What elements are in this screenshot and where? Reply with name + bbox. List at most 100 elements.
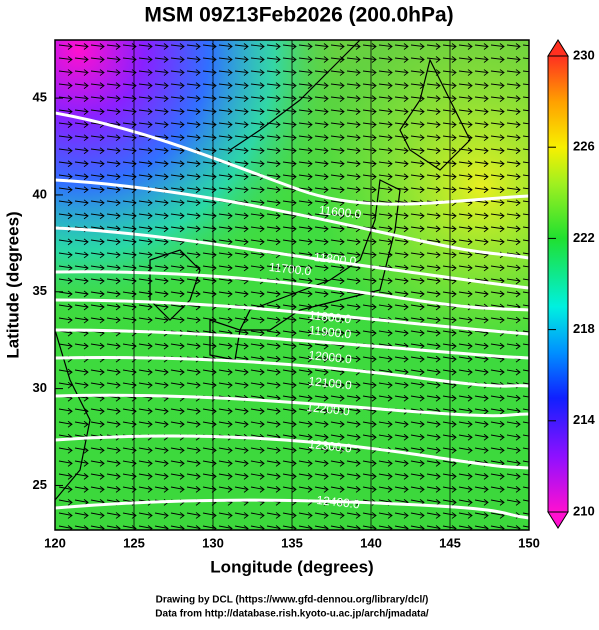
wind-arrow [314, 173, 329, 181]
x-tick-label: 140 [360, 535, 382, 550]
wind-arrow [378, 459, 393, 467]
wind-arrow [154, 407, 169, 415]
wind-arrow [522, 109, 529, 112]
wind-arrow [234, 486, 249, 493]
wind-arrow [490, 43, 505, 50]
wind-arrow [458, 329, 473, 337]
wind-arrow [346, 394, 361, 402]
wind-arrow [58, 446, 73, 454]
wind-arrow [442, 95, 457, 102]
wind-arrow [394, 251, 409, 259]
wind-arrow [58, 499, 73, 506]
colorbar-tick-label: 214 [573, 412, 595, 427]
wind-arrow [330, 134, 345, 142]
wind-arrow [410, 433, 425, 441]
wind-arrow [458, 69, 473, 76]
contour-label: 12000.0 [308, 348, 353, 366]
wind-arrow [330, 69, 345, 76]
wind-arrow [410, 420, 425, 428]
wind-arrow [522, 187, 529, 190]
wind-arrow [250, 160, 265, 168]
wind-arrow [218, 173, 233, 181]
wind-arrow [378, 82, 393, 89]
wind-arrow [458, 512, 473, 519]
wind-arrow [490, 134, 505, 142]
wind-arrow [266, 290, 281, 298]
wind-arrow [138, 212, 153, 220]
wind-arrow [426, 186, 441, 194]
wind-arrow [234, 459, 249, 467]
wind-arrow [106, 251, 121, 259]
wind-arrow [154, 290, 169, 298]
wind-arrow [522, 148, 529, 151]
wind-arrow [282, 512, 297, 519]
y-tick-label: 40 [33, 186, 47, 201]
wind-arrow [474, 134, 489, 142]
wind-arrow [74, 368, 89, 376]
wind-arrow [378, 121, 393, 129]
wind-arrow [442, 251, 457, 259]
wind-arrow [298, 394, 313, 402]
wind-arrow [154, 225, 169, 233]
wind-arrow [106, 147, 121, 155]
wind-arrow [410, 446, 425, 454]
wind-arrow [394, 238, 409, 246]
colorbar-top [547, 39, 569, 57]
wind-arrow [250, 95, 265, 102]
wind-arrow [138, 381, 153, 389]
wind-arrow [490, 420, 505, 428]
wind-arrow [186, 134, 201, 142]
wind-arrow [522, 57, 529, 60]
wind-arrow [426, 381, 441, 389]
wind-arrow [394, 512, 409, 519]
wind-arrow [170, 420, 185, 428]
wind-arrow [282, 473, 297, 480]
wind-arrow [282, 486, 297, 493]
wind-arrow [522, 499, 529, 502]
wind-arrow [362, 329, 377, 337]
coast-korea [149, 249, 201, 321]
title: MSM 09Z13Feb2026 (200.0hPa) [144, 4, 453, 27]
colorbar-tick-label: 222 [573, 230, 595, 245]
wind-arrow [106, 381, 121, 389]
wind-arrow [410, 82, 425, 89]
wind-arrow [154, 368, 169, 376]
wind-arrow [330, 316, 345, 324]
wind-arrow [298, 329, 313, 337]
wind-arrow [378, 277, 393, 285]
wind-arrow [506, 199, 521, 207]
wind-arrow [378, 69, 393, 76]
wind-arrow [474, 355, 489, 363]
wind-arrow [58, 342, 73, 350]
wind-arrow [506, 342, 521, 350]
wind-arrow [250, 316, 265, 324]
wind-arrow [170, 446, 185, 454]
wind-arrow [506, 95, 521, 102]
wind-arrow [266, 160, 281, 168]
wind-arrow [74, 473, 89, 480]
wind-arrow [58, 43, 73, 50]
wind-arrow [90, 446, 105, 454]
wind-arrow [410, 486, 425, 493]
wind-arrow [90, 342, 105, 350]
wind-arrow [90, 56, 105, 63]
wind-arrow [506, 147, 521, 155]
wind-arrow [458, 290, 473, 298]
wind-arrow [458, 499, 473, 506]
wind-arrow [442, 108, 457, 115]
wind-arrow [314, 407, 329, 415]
wind-arrow [234, 160, 249, 168]
wind-arrow [298, 420, 313, 428]
wind-arrow [170, 459, 185, 467]
wind-arrow [170, 95, 185, 102]
wind-arrow [170, 525, 185, 530]
wind-arrow [410, 525, 425, 530]
wind-arrow [378, 95, 393, 102]
wind-arrow [74, 147, 89, 155]
wind-arrow [378, 173, 393, 181]
wind-arrow [394, 277, 409, 285]
wind-arrow [442, 82, 457, 89]
wind-arrow [186, 368, 201, 376]
wind-arrow [186, 56, 201, 63]
wind-arrow [474, 160, 489, 168]
